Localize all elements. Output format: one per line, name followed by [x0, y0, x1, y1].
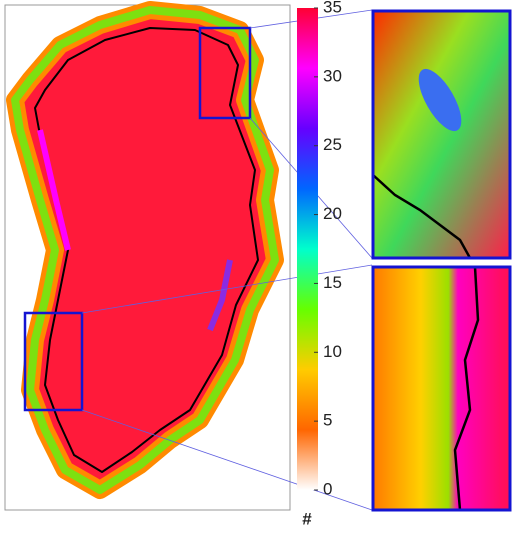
- colorbar-tick-label: 35: [323, 0, 342, 16]
- colorbar-tick-label: 5: [323, 411, 332, 430]
- inset-north: [373, 11, 510, 258]
- colorbar: [297, 8, 318, 490]
- colorbar-tick-label: 0: [323, 479, 332, 498]
- colorbar-tick-label: 25: [323, 135, 342, 154]
- colorbar-tick-label: 10: [323, 342, 342, 361]
- colorbar-label: #: [302, 509, 312, 528]
- colorbar-tick-label: 15: [323, 273, 342, 292]
- zoom-box-south: [23, 311, 84, 412]
- colorbar-tick-label: 30: [323, 66, 342, 85]
- zoom-box-north: [198, 26, 252, 120]
- greenland: [6, 1, 284, 499]
- colorbar-tick-label: 20: [323, 204, 342, 223]
- inset-south: [373, 267, 510, 510]
